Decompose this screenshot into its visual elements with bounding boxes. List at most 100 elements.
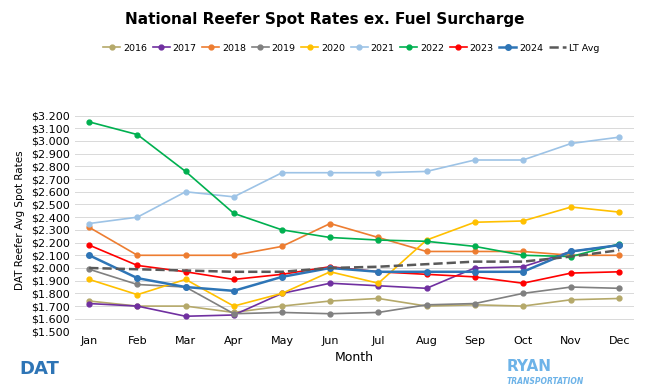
2016 [567,298,575,302]
2017 [133,304,141,308]
2023 [374,269,382,274]
LT Avg [278,269,286,274]
LT Avg [133,267,141,271]
2017 [471,266,478,270]
2024 [85,253,93,258]
2016 [616,296,623,301]
Line: 2021: 2021 [87,135,621,226]
2024 [374,269,382,274]
2020 [278,291,286,296]
2016 [326,299,334,303]
2023 [85,243,93,248]
2020 [133,292,141,297]
2021 [133,215,141,220]
2017 [278,291,286,296]
2020 [374,281,382,285]
2022 [567,254,575,259]
LT Avg [519,259,526,264]
2024 [616,243,623,248]
2024 [182,285,190,289]
2019 [519,291,526,296]
Text: National Reefer Spot Rates ex. Fuel Surcharge: National Reefer Spot Rates ex. Fuel Surc… [125,12,525,27]
Y-axis label: DAT Reefer Avg Spot Rates: DAT Reefer Avg Spot Rates [16,151,25,290]
Line: 2020: 2020 [87,205,621,308]
2022 [182,169,190,174]
2020 [616,210,623,215]
2022 [133,132,141,137]
2022 [616,241,623,246]
2018 [519,249,526,254]
2022 [374,238,382,242]
2021 [230,195,238,199]
2017 [85,301,93,306]
Legend: 2016, 2017, 2018, 2019, 2020, 2021, 2022, 2023, 2024, LT Avg: 2016, 2017, 2018, 2019, 2020, 2021, 2022… [103,44,599,53]
2018 [278,244,286,249]
2024 [230,289,238,293]
2022 [422,239,430,244]
2019 [326,311,334,316]
2018 [422,249,430,254]
2023 [422,272,430,277]
2018 [374,235,382,240]
2021 [278,170,286,175]
LT Avg [326,266,334,270]
LT Avg [567,254,575,259]
2019 [182,285,190,289]
2016 [230,310,238,315]
2018 [567,253,575,258]
LT Avg [422,262,430,266]
2021 [471,158,478,162]
2023 [133,263,141,268]
2016 [471,303,478,307]
2024 [278,275,286,279]
2016 [422,304,430,308]
2020 [182,277,190,282]
2016 [374,296,382,301]
2022 [471,244,478,249]
LT Avg [374,264,382,269]
2022 [85,120,93,124]
2016 [182,304,190,308]
2019 [85,267,93,271]
2023 [326,264,334,269]
2016 [278,304,286,308]
2019 [422,303,430,307]
2022 [519,253,526,258]
2017 [519,264,526,269]
2024 [133,276,141,280]
2020 [567,205,575,209]
Line: 2022: 2022 [87,119,621,259]
2024 [567,249,575,254]
X-axis label: Month: Month [335,351,374,363]
2018 [133,253,141,258]
2019 [374,310,382,315]
2018 [616,253,623,258]
2023 [471,275,478,279]
2024 [422,269,430,274]
Text: TRANSPORTATION: TRANSPORTATION [507,377,584,386]
LT Avg [471,259,478,264]
2023 [278,272,286,277]
2021 [616,135,623,140]
2020 [326,269,334,274]
2022 [278,227,286,232]
2018 [182,253,190,258]
2021 [182,190,190,194]
2023 [616,269,623,274]
2016 [133,304,141,308]
2018 [230,253,238,258]
LT Avg [182,268,190,273]
Text: DAT: DAT [19,360,59,378]
2024 [519,269,526,274]
2017 [326,281,334,285]
2020 [422,238,430,242]
2017 [230,313,238,317]
2019 [471,301,478,306]
2019 [278,310,286,315]
2023 [230,277,238,282]
2023 [567,271,575,275]
2020 [519,219,526,223]
2017 [182,314,190,319]
2017 [374,284,382,288]
Line: 2024: 2024 [86,242,622,294]
